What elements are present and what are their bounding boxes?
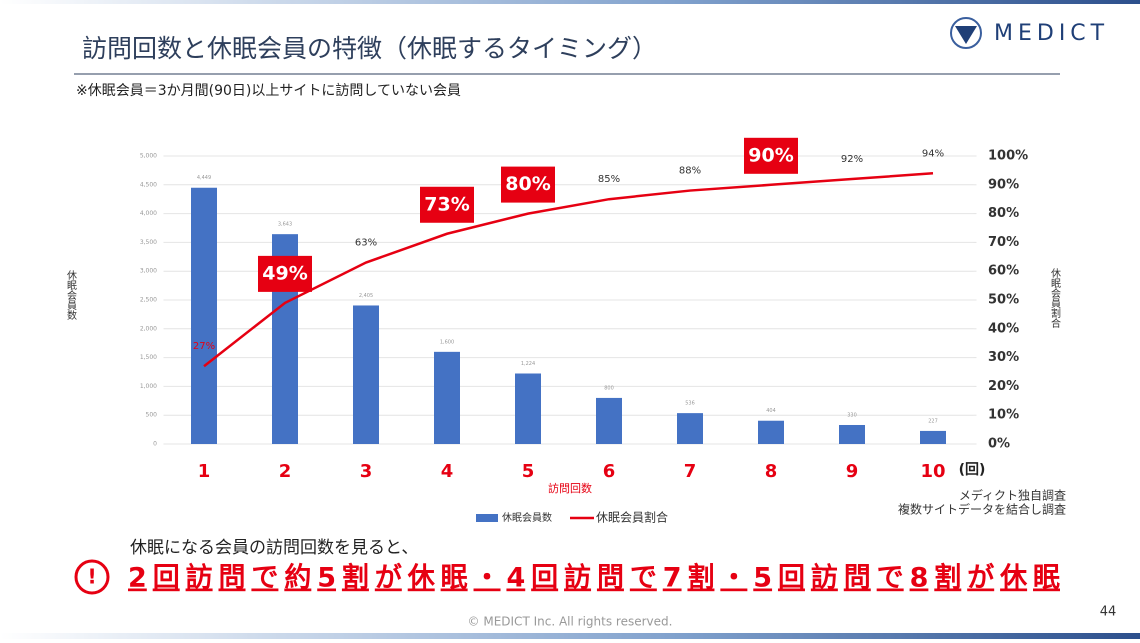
x-unit: (回) <box>959 462 986 478</box>
bar <box>191 187 217 444</box>
source-line: 複数サイトデータを結合し調査 <box>898 502 1066 517</box>
x-tick-label: 7 <box>684 461 697 482</box>
x-tick-label: 4 <box>441 461 454 482</box>
x-tick-label: 1 <box>198 461 211 482</box>
x-axis-label: 訪問回数 <box>548 481 592 495</box>
y-tick-label: 2,500 <box>140 297 157 304</box>
y2-tick-label: 80% <box>988 206 1019 221</box>
y-tick-label: 1,500 <box>140 354 157 361</box>
note: ※休眠会員＝3か月間(90日)以上サイトに訪問していない会員 <box>76 83 461 99</box>
x-tick-label: 10 <box>920 461 945 482</box>
label-box <box>420 186 474 223</box>
page-number: 44 <box>1100 605 1117 620</box>
line-value-label: 80% <box>505 173 550 195</box>
y-tick-label: 5,000 <box>140 153 157 160</box>
bar-value-label: 404 <box>766 408 776 414</box>
legend-label: 休眠会員数 <box>502 511 552 524</box>
y-tick-label: 4,500 <box>140 181 157 188</box>
copyright: © MEDICT Inc. All rights reserved. <box>468 615 673 629</box>
label-box <box>258 255 312 292</box>
bar <box>596 397 622 444</box>
chart: 0 500 1,000 1,500 2,000 2,500 3,000 3,500 4,000 4… <box>65 137 1061 525</box>
y2-tick-label: 90% <box>988 177 1019 192</box>
bar <box>758 420 784 444</box>
y2-tick-label: 70% <box>988 235 1019 250</box>
y2-tick-label: 10% <box>988 408 1019 423</box>
bar-value-label: 536 <box>685 401 695 407</box>
y-tick-label: 3,500 <box>140 239 157 246</box>
y2-tick-label: 20% <box>988 379 1019 394</box>
y-tick-label: 1,000 <box>140 383 157 390</box>
legend-swatch <box>476 514 498 522</box>
y-tick-label: 4,000 <box>140 210 157 217</box>
bar-value-label: 330 <box>847 412 857 418</box>
bar-value-label: 4,449 <box>197 175 211 181</box>
top-band <box>0 0 1140 4</box>
line-value-label: 92% <box>841 154 863 165</box>
alert-icon <box>74 559 110 595</box>
line-value-label: 90% <box>748 144 793 166</box>
line-value-label: 88% <box>679 166 701 177</box>
y2-tick-label: 30% <box>988 350 1019 365</box>
y2-tick-label: 50% <box>988 293 1019 308</box>
x-tick-label: 3 <box>360 461 373 482</box>
line-value-label: 94% <box>922 148 944 159</box>
y-tick-label: 3,000 <box>140 268 157 275</box>
y-tick-label: 2,000 <box>140 325 157 332</box>
bar <box>353 305 379 444</box>
bar <box>434 351 460 444</box>
line-value-label: 49% <box>262 262 307 284</box>
logo-text: MEDICT <box>994 21 1109 46</box>
y-tick-label: 500 <box>146 412 158 419</box>
label-box <box>501 166 555 203</box>
callout-intro: 休眠になる会員の訪問回数を見ると、 <box>130 538 418 558</box>
x-tick-label: 6 <box>603 461 616 482</box>
bar <box>515 373 541 444</box>
rate-line <box>203 172 934 368</box>
bar <box>920 430 946 444</box>
line-value-label: 27% <box>193 341 215 352</box>
bar-value-label: 800 <box>604 385 614 391</box>
line-value-label: 85% <box>598 174 620 185</box>
line-value-label: 63% <box>355 238 377 249</box>
legend-label: 休眠会員割合 <box>596 510 668 525</box>
logo-mark <box>955 26 977 44</box>
y-axis-label: 休眠会員数 <box>65 270 77 321</box>
y-tick-label: 0 <box>153 441 157 448</box>
bar <box>677 413 703 444</box>
bottom-band <box>0 633 1140 639</box>
logo-ring <box>950 17 982 49</box>
line-value-label: 73% <box>424 193 469 215</box>
y2-axis-label: 休眠会員割合 <box>1049 268 1061 329</box>
y2-tick-label: 40% <box>988 321 1019 336</box>
bar-value-label: 1,600 <box>440 339 454 345</box>
bar-value-label: 1,224 <box>521 361 535 367</box>
y2-tick-label: 100% <box>988 149 1028 164</box>
alert-glyph: ! <box>87 565 96 589</box>
callout-headline: 2回訪問で約5割が休眠・4回訪問で7割・5回訪問で8割が休眠 <box>128 562 1060 594</box>
label-box <box>744 137 798 174</box>
x-tick-label: 9 <box>846 461 859 482</box>
y2-tick-label: 60% <box>988 264 1019 279</box>
logo: MEDICT <box>950 17 1109 49</box>
bar-value-label: 2,405 <box>359 293 373 299</box>
slide-title: 訪問回数と休眠会員の特徴（休眠するタイミング） <box>82 34 657 63</box>
bar <box>839 424 865 444</box>
bar-value-label: 3,643 <box>278 222 292 228</box>
x-tick-label: 5 <box>522 461 535 482</box>
x-tick-label: 2 <box>279 461 292 482</box>
x-tick-label: 8 <box>765 461 778 482</box>
bar-value-label: 227 <box>928 418 938 424</box>
y2-tick-label: 0% <box>988 437 1010 452</box>
source-line: メディクト独自調査 <box>959 488 1066 503</box>
